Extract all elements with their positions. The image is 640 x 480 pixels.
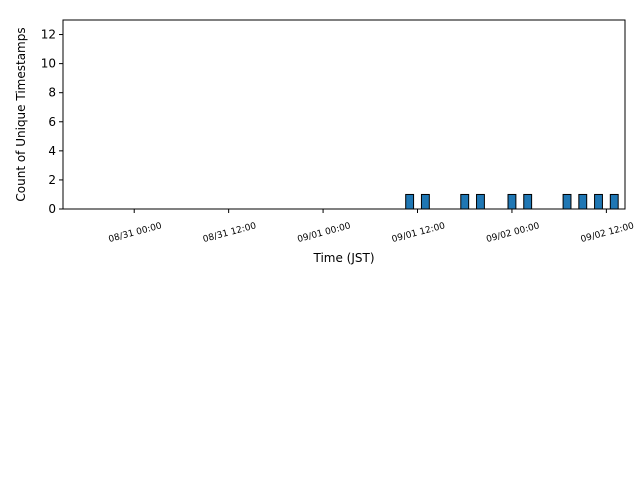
histogram-bar — [578, 193, 588, 210]
y-tick-label: 12 — [41, 28, 56, 42]
histogram-bar — [460, 193, 470, 210]
y-tick-label: 0 — [48, 202, 56, 216]
histogram-bar — [523, 193, 533, 210]
y-tick-label: 6 — [48, 115, 56, 129]
bars-layer — [405, 193, 619, 210]
histogram-bar — [594, 193, 603, 210]
histogram-bar — [420, 193, 430, 210]
y-tick-label: 2 — [48, 173, 56, 187]
y-tick-label: 8 — [48, 86, 56, 100]
y-axis-ticks: 0 2 4 6 8 10 12 — [41, 28, 63, 216]
x-axis-label: Time (JST) — [312, 251, 374, 265]
y-axis-label: Count of Unique Timestamps — [14, 27, 28, 201]
y-tick-label: 10 — [41, 57, 56, 71]
plot-area-frame — [62, 19, 626, 210]
histogram-bar — [476, 193, 485, 210]
histogram-bar — [562, 193, 572, 210]
histogram-bar — [609, 193, 619, 210]
y-tick-label: 4 — [48, 144, 56, 158]
histogram-bar — [405, 193, 415, 210]
histogram-bar — [507, 193, 517, 210]
